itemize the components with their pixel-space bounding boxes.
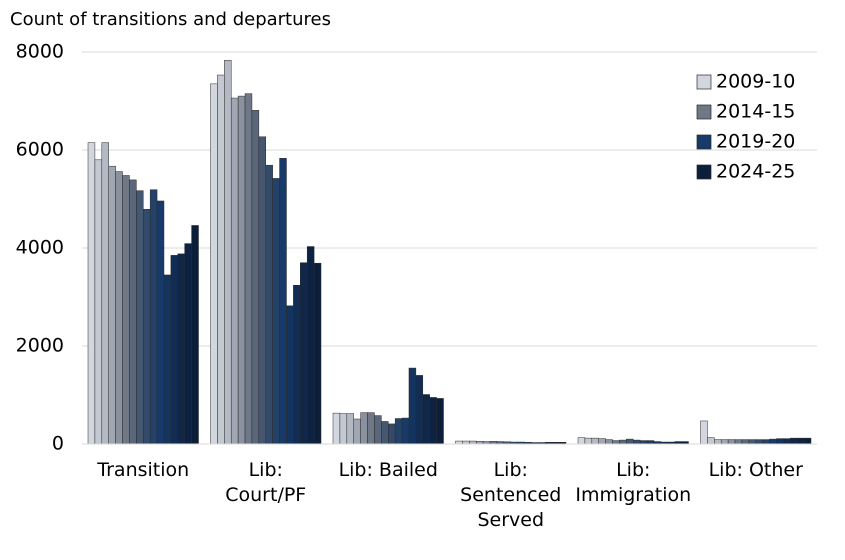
bar (436, 398, 444, 445)
bar (244, 93, 253, 445)
bar (129, 179, 137, 445)
bar (374, 415, 382, 445)
bar (408, 367, 417, 445)
bar (727, 439, 736, 445)
y-tick-label: 8000 (16, 41, 64, 63)
bar (415, 375, 424, 445)
chart-title: Count of transitions and departures (10, 9, 331, 30)
y-tick-label: 6000 (16, 139, 64, 161)
bar (300, 262, 308, 445)
bar (306, 246, 315, 445)
bar (633, 439, 641, 445)
bar (258, 136, 266, 445)
x-tick-label: Lib: Court/PF (225, 459, 307, 506)
bar (237, 95, 246, 445)
bar (429, 397, 437, 445)
bar (265, 164, 273, 445)
bar (87, 142, 96, 445)
bar (422, 394, 430, 445)
legend-label: 2024-25 (716, 161, 795, 183)
bar (605, 439, 613, 445)
bar (332, 412, 341, 445)
x-tick-label: Lib: Other (708, 459, 803, 481)
bar (286, 305, 294, 445)
bar (367, 412, 375, 445)
bar (646, 440, 655, 445)
bar (639, 440, 648, 445)
legend-swatch (696, 104, 712, 120)
bar (734, 439, 743, 445)
bar (394, 418, 403, 445)
bar (163, 274, 172, 445)
bar (707, 437, 715, 445)
bar (170, 255, 179, 445)
legend-swatch (696, 164, 712, 180)
bar (191, 225, 199, 445)
bar (272, 178, 280, 445)
bar (762, 439, 770, 445)
bar (346, 413, 354, 445)
bar (149, 189, 158, 445)
bar (108, 165, 116, 445)
legend-label: 2009-10 (716, 71, 795, 93)
bar (279, 158, 287, 445)
bar (591, 437, 599, 445)
bar (230, 97, 239, 445)
x-tick-label: Lib: Sentenced Served (460, 459, 562, 531)
bar (598, 438, 606, 445)
bar (720, 439, 729, 445)
bar (776, 438, 784, 445)
bar (783, 438, 791, 445)
bar (796, 437, 805, 445)
bar (251, 110, 260, 445)
y-tick-label: 2000 (16, 335, 64, 357)
bar (612, 440, 620, 445)
bar (790, 437, 798, 445)
bar (313, 262, 322, 445)
bar (184, 243, 192, 445)
bar (210, 83, 218, 445)
bar (353, 418, 361, 445)
bar (584, 437, 593, 445)
bar (755, 439, 763, 445)
y-tick-label: 0 (52, 433, 64, 455)
bar (577, 437, 586, 445)
bar (700, 420, 708, 445)
bar (619, 439, 627, 445)
bar (224, 60, 232, 445)
x-tick-label: Lib: Bailed (338, 459, 438, 481)
y-tick-label: 4000 (16, 237, 64, 259)
bar (339, 413, 348, 445)
bar (741, 439, 750, 445)
bar (136, 190, 144, 445)
legend-swatch (696, 74, 712, 90)
legend-swatch (696, 134, 712, 150)
bar (714, 439, 722, 445)
bar (94, 159, 103, 445)
bar (143, 209, 151, 445)
legend-label: 2019-20 (716, 131, 795, 153)
bar (769, 438, 777, 445)
legend-label: 2014-15 (716, 101, 795, 123)
bar (803, 437, 812, 445)
bar (626, 438, 634, 445)
x-tick-label: Transition (97, 459, 190, 481)
bar (381, 421, 389, 445)
bar (360, 412, 368, 445)
bar (217, 74, 225, 445)
bar (156, 200, 165, 445)
bar (748, 439, 756, 445)
bar (401, 417, 410, 445)
bar (122, 175, 130, 445)
bar (115, 171, 123, 445)
bar (388, 423, 396, 445)
bar (293, 284, 301, 445)
bar (101, 142, 109, 445)
bar (177, 253, 185, 445)
x-tick-label: Lib: Immigration (575, 459, 692, 506)
